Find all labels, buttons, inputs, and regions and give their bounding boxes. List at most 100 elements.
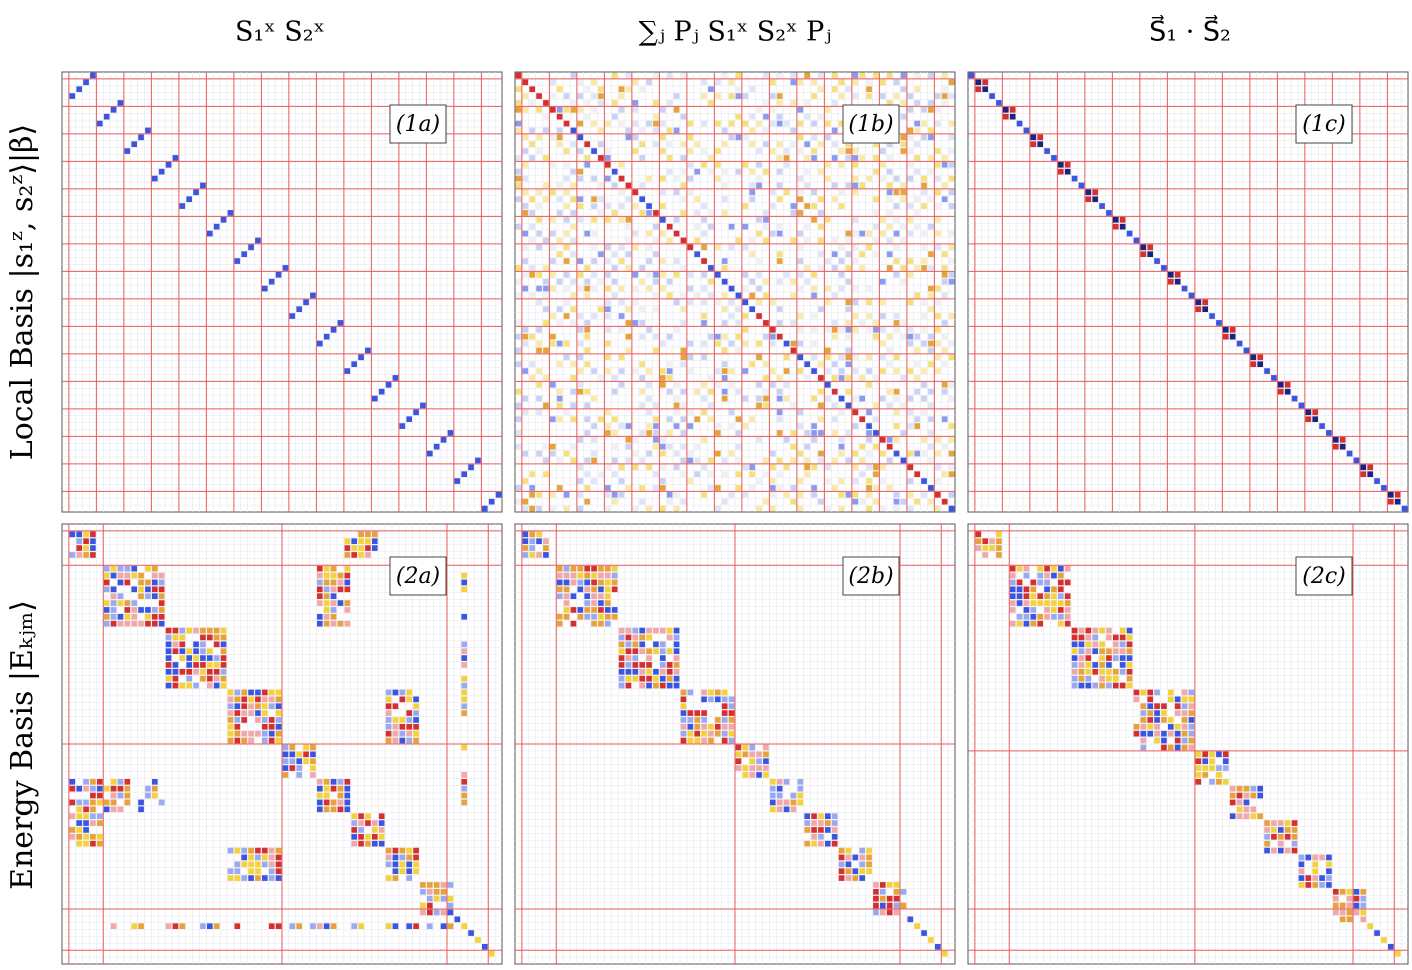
matrix-cell [598,196,604,203]
matrix-cell [131,607,138,613]
matrix-cell [769,450,776,457]
matrix-cell [96,120,103,127]
matrix-cell [618,203,625,209]
matrix-cell [76,785,83,792]
matrix-cell [756,313,762,319]
matrix-cell [515,292,522,299]
matrix-cell [728,285,735,292]
matrix-cell [1346,888,1353,895]
matrix-cell [694,416,701,423]
matrix-cell [549,244,556,251]
matrix-cell [591,572,597,579]
matrix-cell [420,902,426,909]
matrix-cell [413,923,419,930]
matrix-cell [618,655,625,661]
matrix-cell [365,538,371,545]
matrix-cell [227,689,234,696]
matrix-cell [584,593,591,600]
matrix-cell [206,634,213,641]
matrix-cell [591,620,597,627]
matrix-cell [584,86,591,93]
matrix-cell [680,696,687,703]
matrix-cell [591,230,597,237]
matrix-cell [831,265,838,271]
matrix-cell [921,395,927,402]
matrix-cell [413,737,419,744]
matrix-cell [852,161,859,168]
matrix-cell [797,799,804,806]
matrix-cell [1161,730,1167,737]
matrix-cell [461,675,468,682]
matrix-cell [687,457,694,464]
matrix-cell [406,923,413,930]
matrix-cell [625,457,632,464]
matrix-cell [536,189,542,196]
matrix-cell [893,505,900,512]
matrix-cell [234,723,241,730]
matrix-cell [763,744,769,751]
matrix-cell [475,457,481,464]
matrix-cell [907,368,914,374]
matrix-cell [818,430,824,436]
matrix-cell [1016,600,1023,606]
matrix-cell [556,565,563,572]
matrix-cell [804,237,811,244]
matrix-cell [454,478,461,484]
matrix-cell [756,299,762,306]
matrix-cell [873,498,879,505]
matrix-cell [385,847,392,854]
matrix-cell [763,168,769,175]
matrix-cell [1030,579,1037,586]
matrix-cell [728,696,735,703]
matrix-cell [646,655,652,661]
matrix-cell [804,361,811,368]
matrix-cell [90,833,96,840]
matrix-cell [570,196,577,203]
matrix-cell [831,127,838,134]
matrix-cell [165,648,172,655]
matrix-cell [804,840,811,847]
matrix-cell [522,189,529,196]
matrix-cell [639,375,646,381]
matrix-cell [515,388,522,395]
matrix-cell [625,265,632,271]
matrix-cell [543,538,549,545]
matrix-cell [584,485,591,491]
matrix-cell [577,565,584,572]
matrix-cell [371,820,378,826]
matrix-cell [158,586,165,593]
matrix-cell [577,168,584,175]
matrix-cell [69,93,76,99]
matrix-cell [804,464,811,471]
matrix-cell [838,326,845,333]
matrix-cell [248,875,254,881]
matrix-cell [584,430,591,436]
matrix-cell [921,409,927,416]
matrix-cell [900,375,907,381]
matrix-cell [914,498,921,505]
matrix-cell [584,326,591,333]
matrix-cell [598,182,604,189]
matrix-cell [255,854,261,861]
matrix-cell [591,368,597,374]
matrix-cell [625,485,632,491]
matrix-cell [659,134,666,141]
matrix-cell [783,271,790,278]
matrix-cell [529,485,536,491]
matrix-cell [227,703,234,710]
matrix-cell [1009,600,1016,606]
matrix-cell [749,471,756,478]
matrix-cell [632,299,639,306]
matrix-cell [145,586,151,593]
matrix-cell [413,409,419,416]
matrix-cell [604,579,611,586]
matrix-cell [385,730,392,737]
matrix-cell [515,120,522,127]
matrix-cell [701,340,707,347]
matrix-cell [536,347,542,354]
matrix-cell [852,395,859,402]
matrix-cell [220,634,227,641]
matrix-cell [928,196,934,203]
matrix-cell [248,854,254,861]
matrix-cell [604,313,611,319]
